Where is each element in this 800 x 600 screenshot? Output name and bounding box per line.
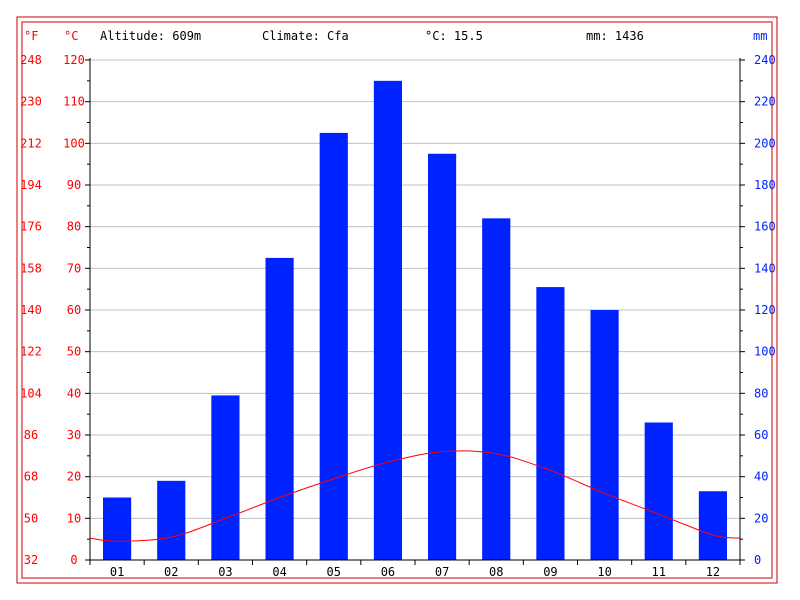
- precip-bar: [373, 80, 402, 560]
- month-tick-label: 11: [652, 565, 666, 579]
- precip-bar: [428, 153, 457, 560]
- mm-tick-label: 120: [754, 303, 776, 317]
- mm-tick-label: 80: [754, 386, 768, 400]
- axes: [85, 58, 745, 565]
- temperature-line: [89, 450, 741, 542]
- precip-bar: [157, 480, 186, 560]
- precip-bar: [319, 132, 348, 560]
- month-tick-label: 08: [489, 565, 503, 579]
- temperature-curve: [89, 450, 741, 542]
- month-tick-label: 10: [597, 565, 611, 579]
- month-tick-label: 09: [543, 565, 557, 579]
- celsius-tick-label: 100: [63, 136, 85, 150]
- fahrenheit-tick-label: 248: [20, 53, 42, 67]
- fahrenheit-tick-label: 140: [20, 303, 42, 317]
- month-tick-label: 02: [164, 565, 178, 579]
- fahrenheit-unit-label: °F: [24, 29, 38, 43]
- month-tick-label: 06: [381, 565, 395, 579]
- month-tick-label: 07: [435, 565, 449, 579]
- celsius-tick-label: 0: [70, 553, 77, 567]
- fahrenheit-tick-label: 194: [20, 178, 42, 192]
- fahrenheit-tick-label: 68: [24, 470, 38, 484]
- mm-tick-label: 40: [754, 470, 768, 484]
- precip-bar: [698, 491, 727, 560]
- altitude-label: Altitude: 609m: [100, 29, 201, 43]
- precipitation-bars: [103, 80, 727, 561]
- fahrenheit-tick-label: 50: [24, 511, 38, 525]
- fahrenheit-tick-label: 212: [20, 136, 42, 150]
- mm-tick-label: 100: [754, 345, 776, 359]
- celsius-tick-label: 60: [67, 303, 81, 317]
- mm-tick-label: 20: [754, 511, 768, 525]
- precip-bar: [265, 257, 294, 560]
- mm-tick-label: 200: [754, 136, 776, 150]
- inner-frame: [21, 21, 773, 579]
- climate-label: Climate: Cfa: [262, 29, 349, 43]
- celsius-tick-label: 120: [63, 53, 85, 67]
- mm-tick-label: 240: [754, 53, 776, 67]
- month-tick-label: 12: [706, 565, 720, 579]
- fahrenheit-tick-label: 32: [24, 553, 38, 567]
- celsius-tick-label: 50: [67, 345, 81, 359]
- fahrenheit-tick-label: 86: [24, 428, 38, 442]
- precip-bar: [644, 422, 673, 560]
- precip-bar: [211, 395, 240, 560]
- celsius-tick-label: 10: [67, 511, 81, 525]
- celsius-tick-label: 20: [67, 470, 81, 484]
- fahrenheit-tick-label: 176: [20, 220, 42, 234]
- celsius-tick-label: 30: [67, 428, 81, 442]
- gridlines: [90, 59, 740, 519]
- celsius-tick-label: 40: [67, 386, 81, 400]
- month-tick-label: 04: [272, 565, 286, 579]
- celsius-tick-label: 70: [67, 261, 81, 275]
- fahrenheit-tick-label: 122: [20, 345, 42, 359]
- month-tick-label: 01: [110, 565, 124, 579]
- celsius-tick-label: 90: [67, 178, 81, 192]
- mm-tick-label: 180: [754, 178, 776, 192]
- mm-tick-label: 0: [754, 553, 761, 567]
- celsius-unit-label: °C: [64, 29, 78, 43]
- mm-unit-label: mm: [753, 29, 767, 43]
- mm-tick-label: 220: [754, 95, 776, 109]
- month-tick-label: 05: [327, 565, 341, 579]
- fahrenheit-tick-label: 158: [20, 261, 42, 275]
- outer-frame: [16, 16, 778, 584]
- precip-bar: [103, 497, 132, 560]
- month-tick-label: 03: [218, 565, 232, 579]
- mm-tick-label: 140: [754, 261, 776, 275]
- precip-bar: [590, 310, 619, 560]
- precip-bar: [536, 287, 565, 560]
- fahrenheit-tick-label: 104: [20, 386, 42, 400]
- precip-total-label: mm: 1436: [586, 29, 644, 43]
- mm-tick-label: 160: [754, 220, 776, 234]
- mm-tick-label: 60: [754, 428, 768, 442]
- mean-temp-label: °C: 15.5: [425, 29, 483, 43]
- precip-bar: [482, 218, 511, 561]
- tick-labels: 0102030405060708090100110120325068861041…: [20, 53, 776, 579]
- celsius-tick-label: 80: [67, 220, 81, 234]
- fahrenheit-tick-label: 230: [20, 95, 42, 109]
- celsius-tick-label: 110: [63, 95, 85, 109]
